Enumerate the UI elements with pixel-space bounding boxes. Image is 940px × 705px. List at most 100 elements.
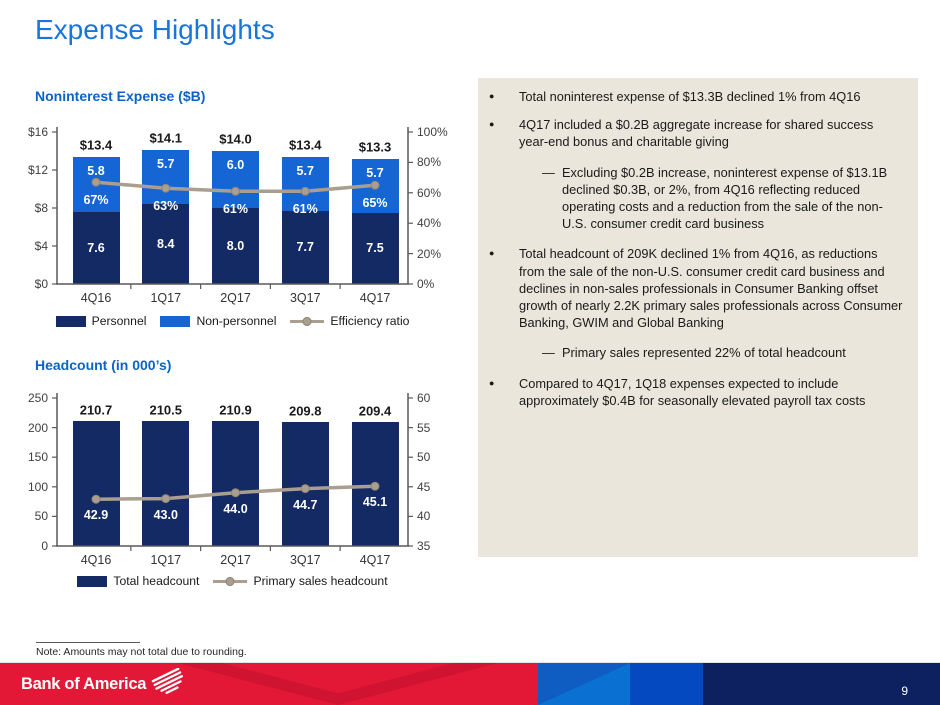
- right-axis-tick-label: 50: [417, 450, 431, 465]
- left-axis-tick-label: $0: [34, 277, 48, 291]
- left-axis-tick-label: $16: [27, 125, 48, 139]
- bullet-item: ● Total headcount of 209K declined 1% fro…: [478, 245, 904, 331]
- category-label: 4Q17: [359, 553, 391, 567]
- legend-item: Efficiency ratio: [290, 314, 409, 328]
- right-axis-tick-label: 60%: [417, 185, 442, 200]
- left-axis-tick-label: 100: [27, 479, 48, 494]
- sub-bullet-dash-icon: —: [542, 345, 555, 361]
- sub-bullet-dash-icon: —: [542, 164, 555, 180]
- bar-segment: [281, 421, 329, 546]
- sub-bullet-text: Excluding $0.2B increase, noninterest ex…: [562, 164, 888, 232]
- bullet-icon: ●: [489, 377, 495, 388]
- primary-sales-label: 44.7: [293, 497, 318, 512]
- right-axis-tick-label: 40%: [417, 216, 442, 231]
- right-axis-tick-label: 20%: [417, 246, 442, 261]
- non-personnel-label: 5.7: [366, 165, 384, 180]
- bar-segment: [351, 158, 399, 213]
- legend-swatch: [160, 315, 191, 327]
- total-label: $13.4: [79, 137, 113, 153]
- legend-swatch: [55, 315, 86, 327]
- right-axis-tick-label: 45: [417, 479, 431, 494]
- legend-label: Primary sales headcount: [253, 574, 388, 588]
- page-number: 9: [901, 684, 908, 698]
- non-personnel-label: 5.7: [296, 163, 314, 178]
- bar-segment: [142, 421, 190, 546]
- total-headcount-label: 210.9: [219, 402, 252, 418]
- footer-blue-segment-2: [630, 663, 703, 705]
- total-label: $14.1: [149, 130, 183, 146]
- category-label: 1Q17: [150, 291, 182, 305]
- category-label: 4Q16: [80, 291, 112, 305]
- legend-item: Total headcount: [77, 574, 199, 588]
- primary-sales-label: 42.9: [83, 508, 109, 523]
- footer-chevron-decoration: [178, 663, 498, 705]
- sub-bullet-item: — Primary sales represented 22% of total …: [542, 344, 904, 361]
- bullet-text: Total headcount of 209K declined 1% from…: [519, 246, 903, 331]
- primary-sales-label: 44.0: [223, 501, 248, 516]
- footer-blue-segment-1: [538, 663, 630, 705]
- legend-item: Non-personnel: [160, 314, 276, 328]
- bullet-item: ● 4Q17 included a $0.2B aggregate increas…: [478, 116, 904, 150]
- bullet-text: Compared to 4Q17, 1Q18 expenses expected…: [519, 375, 866, 408]
- total-label: $14.0: [219, 131, 252, 147]
- footer-navy-segment: 9: [703, 663, 940, 705]
- right-axis-tick-label: 0%: [417, 277, 435, 291]
- left-axis-tick-label: 50: [34, 509, 48, 524]
- legend-line-marker: [213, 576, 248, 586]
- efficiency-label: 65%: [362, 196, 388, 211]
- non-personnel-label: 5.7: [157, 157, 175, 172]
- noninterest-expense-chart-title: Noninterest Expense ($B): [35, 88, 206, 104]
- bar-segment: [72, 156, 120, 212]
- footnote: Note: Amounts may not total due to round…: [36, 646, 247, 658]
- bullet-item: ● Total noninterest expense of $13.3B dec…: [478, 88, 904, 105]
- total-label: $13.3: [358, 139, 392, 155]
- efficiency-label: 63%: [153, 199, 179, 214]
- total-headcount-label: 210.7: [79, 402, 113, 418]
- personnel-label: 7.7: [296, 240, 314, 255]
- bofa-logo: Bank of America: [21, 668, 187, 696]
- primary-sales-label: 45.1: [362, 495, 388, 510]
- right-axis-tick-label: 55: [417, 420, 431, 435]
- personnel-label: 8.0: [226, 239, 245, 253]
- bar-segment: [281, 210, 329, 284]
- category-label: 3Q17: [289, 553, 321, 567]
- chart-legend: Total headcount Primary sales headcount: [57, 574, 408, 588]
- bullet-icon: ●: [489, 248, 495, 259]
- commentary-panel: ● Total noninterest expense of $13.3B dec…: [478, 78, 918, 557]
- bar-segment: [212, 421, 259, 546]
- bullet-item: ● Compared to 4Q17, 1Q18 expenses expecte…: [478, 375, 904, 409]
- non-personnel-label: 6.0: [226, 158, 245, 172]
- left-axis-tick-label: $4: [34, 239, 48, 253]
- legend-swatch: [77, 575, 108, 587]
- total-headcount-label: 210.5: [149, 402, 183, 418]
- page-title: Expense Highlights: [35, 14, 275, 45]
- legend-item: Personnel: [55, 314, 146, 328]
- personnel-label: 8.4: [157, 237, 175, 252]
- bar-segment: [142, 150, 190, 205]
- footer-red-segment: Bank of America: [0, 663, 538, 705]
- efficiency-label: 61%: [222, 202, 249, 217]
- legend-label: Total headcount: [113, 574, 200, 588]
- bofa-flag-icon: [151, 668, 184, 695]
- legend-label: Efficiency ratio: [330, 314, 410, 328]
- efficiency-label: 67%: [83, 193, 109, 208]
- bullet-text: Total noninterest expense of $13.3B decl…: [519, 89, 861, 104]
- left-axis-tick-label: 250: [27, 391, 48, 405]
- sub-bullet-item: — Excluding $0.2B increase, noninterest e…: [542, 164, 904, 233]
- bofa-logo-text: Bank of America: [21, 674, 147, 693]
- bar-segment: [212, 208, 259, 284]
- category-label: 4Q16: [80, 553, 112, 567]
- left-axis-tick-label: 200: [27, 420, 48, 435]
- total-headcount-label: 209.8: [288, 403, 322, 419]
- total-headcount-label: 209.4: [358, 403, 392, 419]
- right-axis-tick-label: 35: [417, 539, 431, 553]
- left-axis-tick-label: $12: [27, 163, 48, 177]
- personnel-label: 7.5: [366, 241, 384, 256]
- left-axis-tick-label: 150: [27, 450, 48, 465]
- non-personnel-label: 5.8: [87, 163, 105, 178]
- bar-segment: [351, 422, 399, 546]
- right-axis-tick-label: 40: [417, 509, 431, 524]
- left-axis-tick-label: $8: [34, 201, 48, 215]
- legend-label: Non-personnel: [196, 314, 277, 328]
